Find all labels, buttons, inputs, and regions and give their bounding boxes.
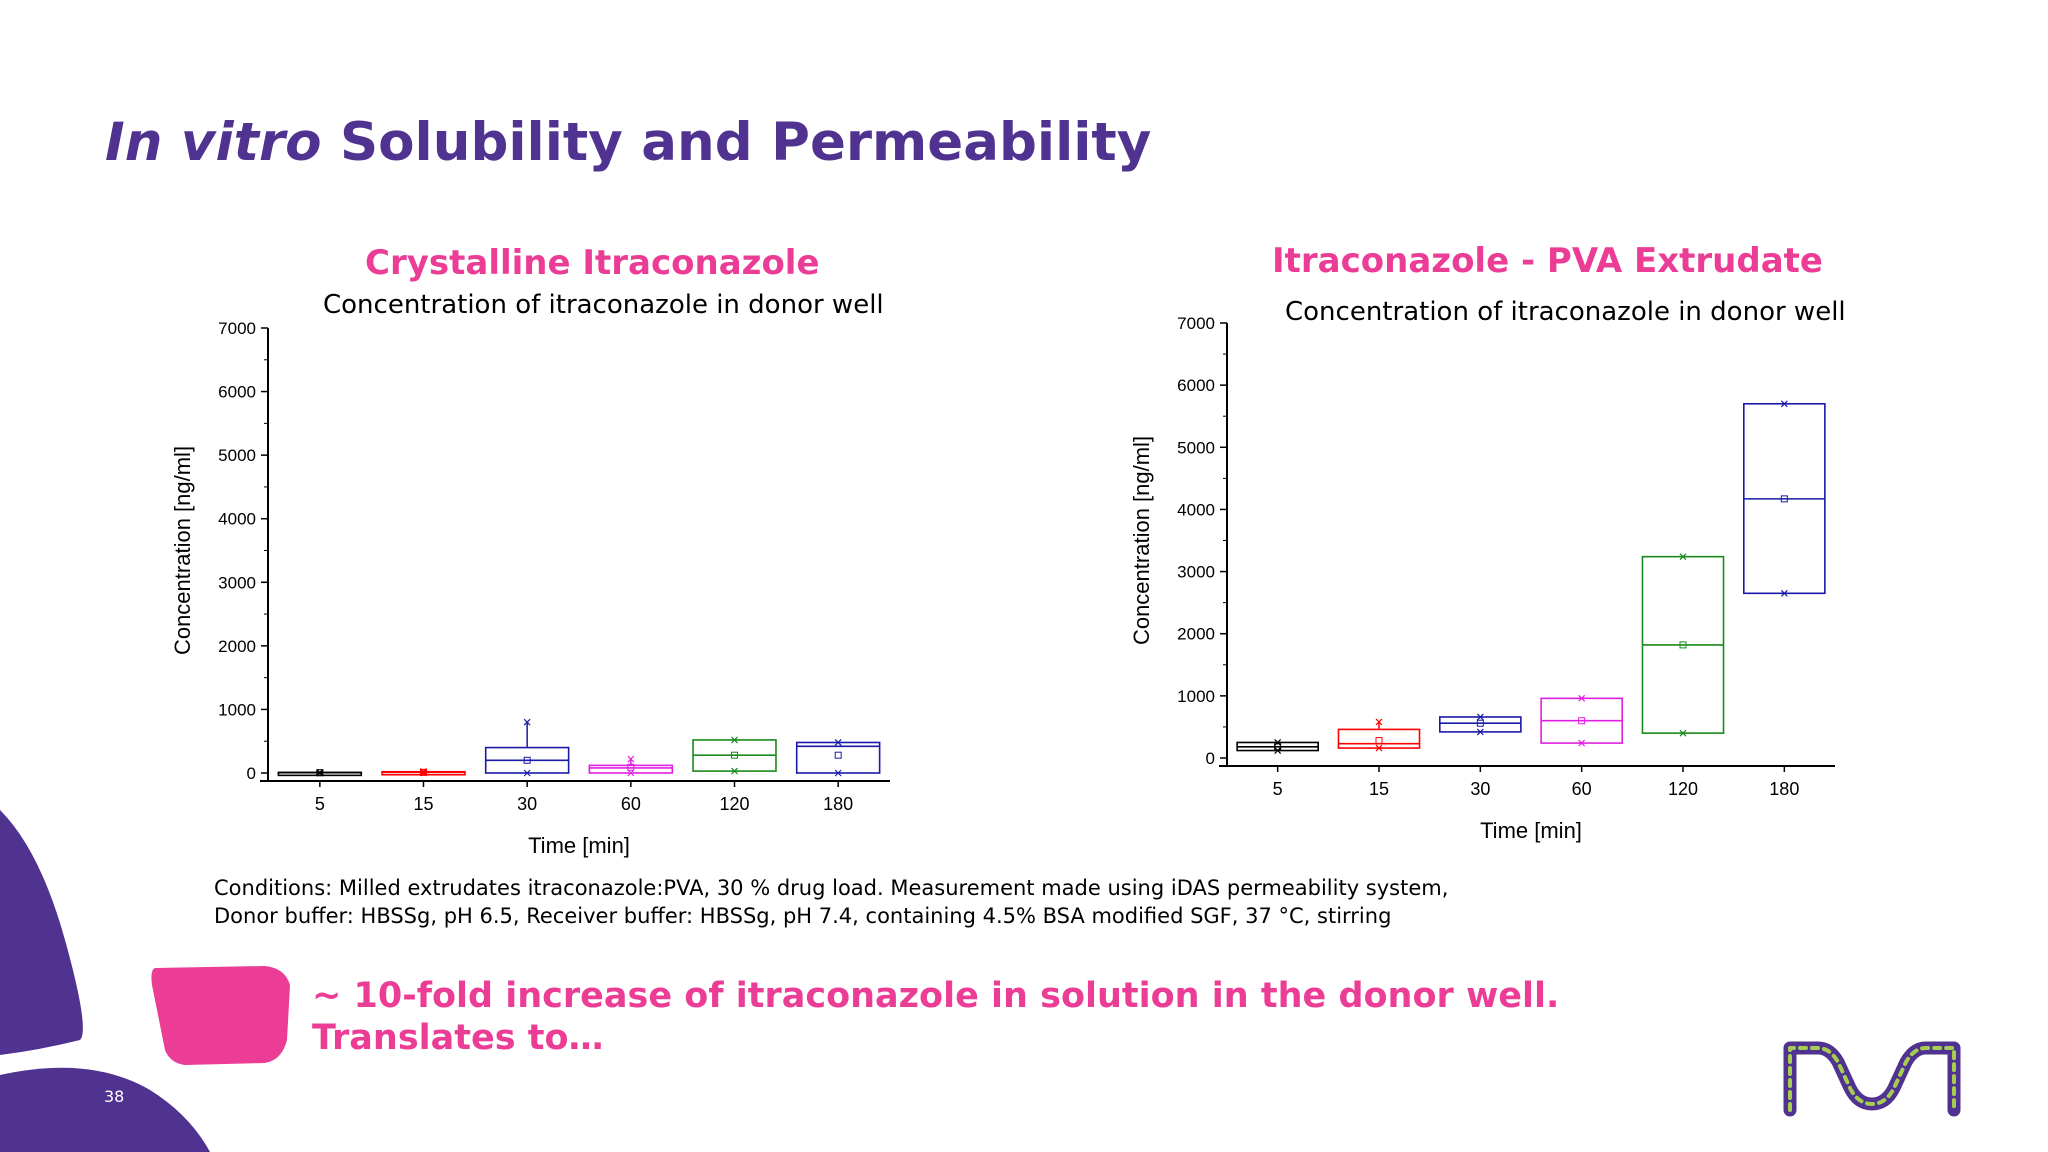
chart2-y-tick-label: 0 <box>1206 749 1215 768</box>
takeaway-text: ~ 10-fold increase of itraconazole in so… <box>312 975 1559 1059</box>
chart2-extreme-marker-30 <box>1476 728 1484 736</box>
chart1-x-tick-label: 60 <box>621 794 641 814</box>
chart1-heading: Crystalline Itraconazole <box>365 243 820 283</box>
chart2-y-tick-label: 2000 <box>1177 625 1215 644</box>
chart1-mean-180 <box>834 751 842 759</box>
takeaway-line-2: Translates to… <box>312 1018 604 1058</box>
chart1-extreme-marker-180 <box>834 769 842 777</box>
chart1-mean-120 <box>731 751 738 759</box>
chart1-y-tick-label: 7000 <box>218 319 256 338</box>
chart1-x-tick-label: 15 <box>413 794 433 814</box>
chart2-mean-15 <box>1375 737 1383 745</box>
chart1-x-tick-label: 30 <box>517 794 537 814</box>
chart2-x-tick-label: 120 <box>1668 779 1698 799</box>
chart1-extreme-marker-60 <box>627 755 635 763</box>
chart1-y-tick-label: 4000 <box>218 510 256 529</box>
chart2-extreme-marker-120 <box>1679 729 1687 737</box>
purple-blob-bottom <box>0 1067 210 1152</box>
chart1-extreme-marker-30 <box>523 718 531 726</box>
chart2-box-15 <box>1337 728 1421 749</box>
chart2-mean-180 <box>1780 495 1788 503</box>
conditions-text: Conditions: Milled extrudates itraconazo… <box>214 874 1448 930</box>
chart1-y-tick-label: 5000 <box>218 446 256 465</box>
chart1-extreme-marker-120 <box>731 767 738 775</box>
chart1-y-tick-label: 1000 <box>218 700 256 719</box>
chart1-y-tick-label: 6000 <box>218 383 256 402</box>
chart2-x-tick-label: 180 <box>1769 779 1799 799</box>
chart1-extreme-marker-5 <box>316 768 324 776</box>
chart2-title: Concentration of itraconazole in donor w… <box>1285 297 1846 327</box>
chart2-y-tick-label: 6000 <box>1177 376 1215 395</box>
chart1-x-tick-label: 5 <box>315 794 325 814</box>
chart2-mean-60 <box>1578 717 1586 725</box>
chart1-extreme-marker-30 <box>523 769 531 777</box>
chart2-extreme-marker-15 <box>1375 744 1383 752</box>
purple-blob-left <box>0 810 83 1055</box>
chart1-x-axis-label: Time [min] <box>528 833 630 858</box>
chart2-heading: Itraconazole - PVA Extrudate <box>1272 241 1823 281</box>
chart2-y-tick-label: 4000 <box>1177 500 1215 519</box>
slide-title: In vitro Solubility and Permeability <box>105 112 1151 173</box>
chart2-extreme-marker-30 <box>1476 713 1484 721</box>
chart1-title: Concentration of itraconazole in donor w… <box>323 290 884 320</box>
title-italic: In vitro <box>105 112 322 173</box>
chart1-y-tick-label: 0 <box>247 764 256 783</box>
chart2-extreme-marker-15 <box>1375 718 1383 726</box>
chart1-mean-60 <box>627 763 635 771</box>
conditions-line-2: Donor buffer: HBSSg, pH 6.5, Receiver bu… <box>214 904 1392 928</box>
chart2-x-tick-label: 60 <box>1572 779 1592 799</box>
chart2-mean-120 <box>1679 641 1687 649</box>
chart1-plot: 0 1000 2000 3000 4000 5000 6000 7000 Concentrati… <box>170 319 890 858</box>
chart2-extreme-marker-5 <box>1274 747 1282 754</box>
title-rest: Solubility and Permeability <box>339 112 1152 173</box>
takeaway-line-1: ~ 10-fold increase of itraconazole in so… <box>312 976 1560 1016</box>
chart2-x-tick-label: 30 <box>1470 779 1490 799</box>
chart2-extreme-marker-5 <box>1274 739 1282 746</box>
chart2-x-tick-label: 5 <box>1273 779 1283 799</box>
chart2-mean-30 <box>1476 719 1484 727</box>
chart2-y-tick-label: 1000 <box>1177 687 1215 706</box>
chart1-extreme-marker-15 <box>420 767 427 775</box>
chart2-box-30 <box>1438 716 1522 733</box>
conditions-line-1: Conditions: Milled extrudates itraconazo… <box>214 876 1449 900</box>
chart2-extreme-marker-60 <box>1578 739 1586 747</box>
chart1-mean-15 <box>420 768 427 776</box>
chart1-extreme-marker-60 <box>627 769 635 777</box>
chart2-extreme-marker-60 <box>1578 694 1586 702</box>
chart1-extreme-marker-120 <box>731 736 738 744</box>
chart1-x-tick-label: 180 <box>823 794 853 814</box>
chart2-x-tick-label: 15 <box>1369 779 1389 799</box>
chart2-extreme-marker-180 <box>1780 400 1788 408</box>
chart2-y-tick-label: 5000 <box>1177 438 1215 457</box>
chart1-y-tick-label: 3000 <box>218 573 256 592</box>
chart1-y-tick-label: 2000 <box>218 637 256 656</box>
chart2-extreme-marker-180 <box>1780 589 1788 597</box>
chart2-x-axis-label: Time [min] <box>1480 818 1582 843</box>
chart2-extreme-marker-120 <box>1679 553 1687 561</box>
chart1-box-60 <box>588 764 674 774</box>
chart1-mean-5 <box>316 769 324 777</box>
chart2-y-tick-label: 3000 <box>1177 563 1215 582</box>
chart1-mean-30 <box>523 756 531 764</box>
chart2-y-tick-label: 7000 <box>1177 314 1215 333</box>
chart1-x-tick-label: 120 <box>719 794 749 814</box>
pink-tag-shape <box>151 966 290 1065</box>
company-logo <box>1783 1041 1961 1117</box>
page-number: 38 <box>104 1087 125 1106</box>
chart1-extreme-marker-15 <box>420 769 427 777</box>
chart2-y-axis-label: Concentration [ng/ml] <box>1129 436 1154 645</box>
chart2-plot: 0 1000 2000 3000 4000 5000 6000 7000 Concentrati… <box>1129 314 1835 843</box>
chart1-extreme-marker-180 <box>834 739 842 746</box>
chart1-y-axis-label: Concentration [ng/ml] <box>170 446 195 655</box>
